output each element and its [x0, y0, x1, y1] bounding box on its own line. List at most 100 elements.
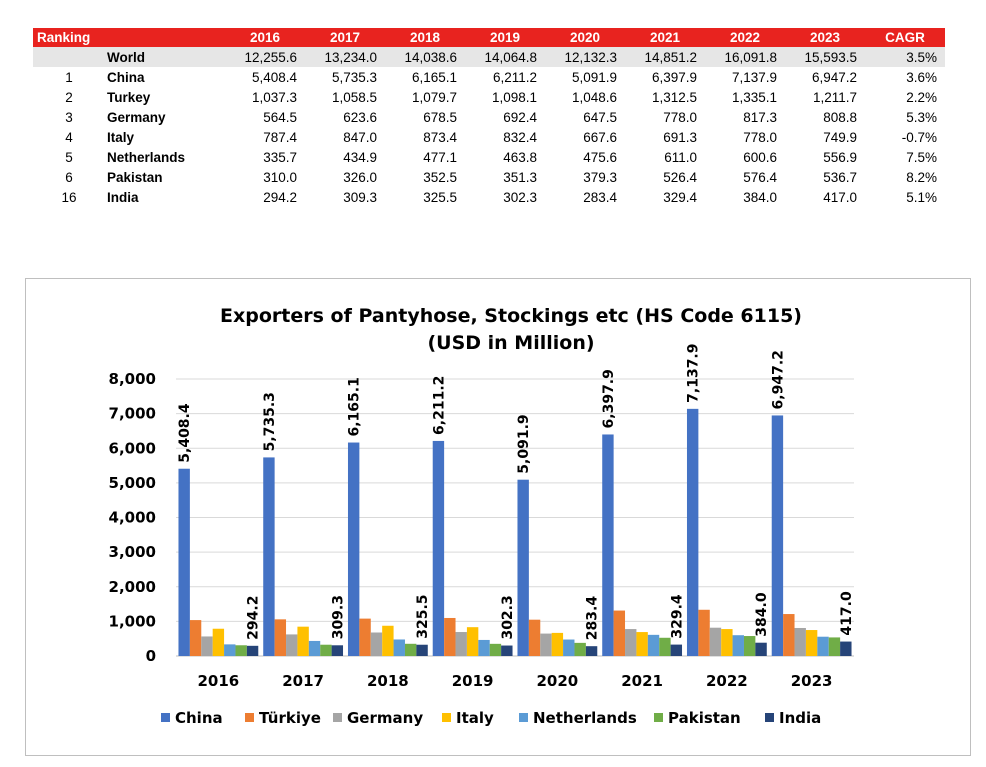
value-cell: 12,132.3 — [545, 47, 625, 67]
gridlines — [176, 378, 854, 657]
value-cell: 526.4 — [663, 169, 697, 185]
value-cell: 12,255.6 — [225, 47, 305, 67]
bar-t-rkiye-2017 — [274, 619, 287, 656]
table-row: 4 Italy 787.4 847.0 873.4 832.4 667.6 691.3 778.… — [33, 127, 945, 147]
data-labels: 5,408.4 294.2 5,735.3 309.3 6,165.1 325.5 6,21… — [177, 344, 855, 641]
value-cell: 817.3 — [743, 109, 777, 125]
data-label-china: 6,165.1 — [347, 377, 363, 436]
value-cell: 667.6 — [583, 129, 617, 145]
bar-netherlands-2019 — [478, 639, 490, 656]
value-cell: 3.6% — [906, 69, 937, 85]
legend-label: Türkiye — [259, 709, 321, 727]
table-row: 6 Pakistan 310.0 326.0 352.5 351.3 379.3 526.4 5… — [33, 167, 945, 187]
bar-china-2023 — [771, 415, 784, 656]
value-cell: -0.7% — [901, 129, 937, 145]
rank-cell: 16 — [61, 189, 77, 205]
data-label-china: 6,397.9 — [601, 369, 617, 428]
bar-t-rkiye-2018 — [359, 618, 371, 656]
country-cell: Netherlands — [107, 149, 186, 165]
country-cell: India — [107, 189, 139, 205]
y-tick-label: 5,000 — [109, 474, 156, 492]
bar-germany-2021 — [625, 629, 637, 656]
value-cell: 873.4 — [423, 129, 457, 145]
bar-china-2020 — [517, 479, 529, 656]
value-cell: 326.0 — [343, 169, 377, 185]
legend: China Türkiye Germany Italy Netherlands Pakis… — [161, 709, 821, 727]
bar-netherlands-2017 — [308, 640, 321, 656]
value-cell: 787.4 — [263, 129, 297, 145]
bar-india-2018 — [416, 644, 428, 656]
rank-cell: 3 — [65, 109, 73, 125]
header-cagr: CAGR — [865, 28, 945, 47]
table-row: 2 Turkey 1,037.3 1,058.5 1,079.7 1,098.1 1,048… — [33, 87, 945, 107]
legend-label: China — [175, 709, 223, 727]
x-tick-label: 2018 — [367, 672, 409, 690]
rank-cell: 6 — [65, 169, 73, 185]
legend-label: Pakistan — [668, 709, 741, 727]
table-body: World 12,255.6 13,234.0 14,038.6 14,064.8 12,… — [33, 47, 945, 207]
value-cell: 1,098.1 — [491, 89, 537, 105]
bar-germany-2022 — [709, 627, 722, 656]
bar-india-2019 — [501, 645, 513, 656]
value-cell: 778.0 — [743, 129, 777, 145]
value-cell: 13,234.0 — [305, 47, 385, 67]
value-cell: 5.3% — [906, 109, 937, 125]
bar-germany-2019 — [455, 632, 467, 656]
rank-cell — [33, 47, 105, 67]
value-cell: 832.4 — [503, 129, 537, 145]
bar-pakistan-2018 — [404, 643, 417, 656]
value-cell: 302.3 — [503, 189, 537, 205]
value-cell: 847.0 — [343, 129, 377, 145]
bar-t-rkiye-2021 — [613, 610, 626, 656]
y-tick-label: 1,000 — [109, 612, 156, 630]
legend-swatch — [654, 713, 663, 722]
value-cell: 352.5 — [423, 169, 457, 185]
bar-italy-2019 — [466, 627, 479, 656]
rank-cell: 5 — [65, 149, 73, 165]
country-cell: Italy — [107, 129, 135, 145]
chart-title: Exporters of Pantyhose, Stockings etc (H… — [220, 305, 802, 327]
value-cell: 647.5 — [583, 109, 617, 125]
bar-italy-2017 — [297, 626, 309, 656]
data-label-india: 302.3 — [500, 595, 516, 639]
x-tick-label: 2017 — [282, 672, 324, 690]
bar-germany-2018 — [370, 632, 383, 656]
bar-germany-2016 — [201, 636, 213, 656]
chart-subtitle: (USD in Million) — [427, 332, 594, 354]
country-cell: China — [107, 69, 145, 85]
legend-swatch — [519, 713, 528, 722]
value-cell: 434.9 — [343, 149, 377, 165]
value-cell: 564.5 — [263, 109, 297, 125]
value-cell: 294.2 — [263, 189, 297, 205]
value-cell: 6,211.2 — [492, 69, 537, 85]
data-label-india: 417.0 — [839, 591, 855, 636]
bar-italy-2023 — [805, 630, 818, 656]
bar-t-rkiye-2022 — [698, 609, 710, 656]
country-cell: World — [105, 47, 225, 67]
value-cell: 379.3 — [583, 169, 617, 185]
header-2016: 2016 — [225, 28, 305, 47]
legend-swatch — [442, 713, 451, 722]
legend-label: India — [779, 709, 821, 727]
value-cell: 778.0 — [663, 109, 697, 125]
value-cell: 384.0 — [743, 189, 777, 205]
y-tick-label: 8,000 — [109, 370, 156, 388]
value-cell: 2.2% — [906, 89, 937, 105]
value-cell: 5.1% — [906, 189, 937, 205]
value-cell: 3.5% — [865, 47, 945, 67]
value-cell: 329.4 — [663, 189, 697, 205]
value-cell: 691.3 — [663, 129, 697, 145]
country-cell: Turkey — [107, 89, 151, 105]
value-cell: 749.9 — [823, 129, 857, 145]
header-country — [105, 28, 225, 47]
header-2023: 2023 — [785, 28, 865, 47]
bar-netherlands-2021 — [647, 634, 660, 656]
bar-china-2019 — [432, 440, 445, 656]
data-label-china: 6,947.2 — [770, 350, 786, 409]
bar-pakistan-2022 — [743, 636, 756, 656]
value-cell: 536.7 — [823, 169, 857, 185]
value-cell: 475.6 — [583, 149, 617, 165]
country-cell: Germany — [107, 109, 166, 125]
data-label-china: 5,408.4 — [177, 403, 193, 463]
table-row: 16 India 294.2 309.3 325.5 302.3 283.4 329.4 384… — [33, 187, 945, 207]
